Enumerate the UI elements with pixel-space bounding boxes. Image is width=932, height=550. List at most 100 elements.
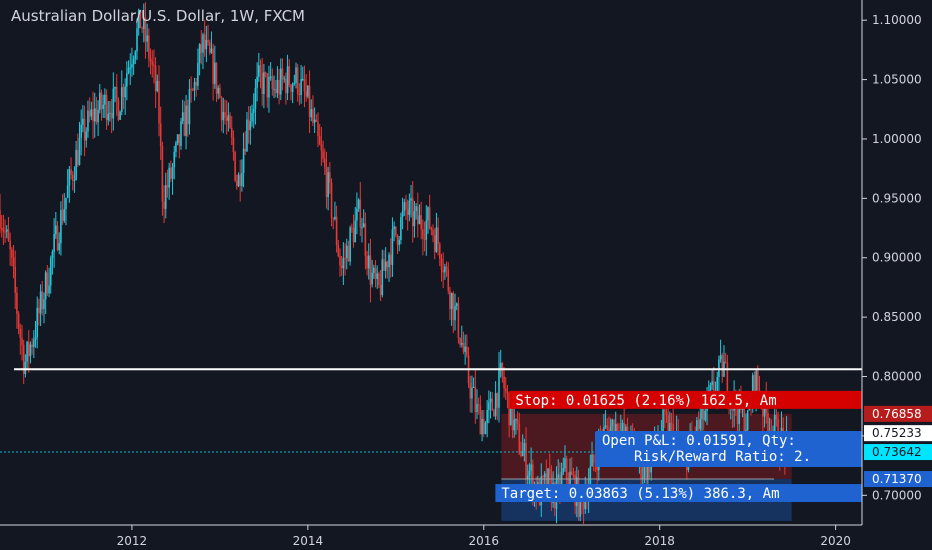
candle-body [9, 240, 11, 250]
candle-body [278, 79, 280, 95]
candle-body [488, 402, 490, 411]
candle-body [493, 410, 495, 417]
candle-body [303, 78, 306, 92]
candle-body [532, 464, 534, 497]
candle-body [29, 344, 32, 357]
candle-body [2, 228, 5, 232]
candle-body [53, 233, 55, 253]
candle-body [418, 215, 421, 225]
candle-body [398, 239, 400, 245]
candle-body [736, 409, 739, 425]
candle-body [129, 67, 132, 69]
candle-body [559, 474, 561, 491]
candle-body [713, 381, 715, 395]
candle-body [469, 383, 472, 399]
candle-body [623, 422, 625, 438]
candle-body [335, 216, 338, 246]
y-tick-label: 0.90000 [872, 251, 922, 265]
candle-body [0, 228, 3, 230]
candle-body [643, 463, 646, 478]
candle-body [241, 173, 243, 186]
candle-body [4, 231, 6, 233]
candle-body [499, 362, 502, 368]
candle-body [364, 223, 367, 256]
candle-body [312, 109, 314, 123]
candle-body [327, 172, 329, 198]
candle-body [114, 86, 116, 89]
candle-body [279, 68, 282, 95]
candle-body [503, 376, 505, 389]
candle-body [606, 425, 609, 430]
candle-body [389, 254, 392, 265]
candle-body [70, 169, 72, 175]
candle-body [205, 40, 208, 50]
candle-body [665, 411, 668, 416]
x-tick-label: 2018 [644, 534, 675, 548]
candle-body [662, 409, 664, 434]
candle-body [12, 257, 15, 267]
candle-body [239, 174, 241, 186]
candle-body [520, 453, 522, 456]
candle-body [246, 119, 248, 152]
candle-body [232, 137, 235, 152]
candle-body [351, 227, 353, 229]
candle-body [371, 272, 373, 285]
y-tick-label: 1.00000 [872, 132, 922, 146]
candle-body [697, 420, 700, 430]
candle-body [269, 76, 272, 78]
candle-body [342, 258, 345, 269]
candle-body [71, 174, 74, 181]
candle-body [219, 87, 221, 98]
candle-body [449, 290, 451, 310]
candle-body [373, 267, 375, 273]
candle-body [719, 355, 722, 360]
candle-body [132, 59, 135, 65]
candle-body [455, 303, 458, 306]
candle-body [430, 227, 433, 230]
candle-body [670, 423, 673, 425]
candle-body [224, 112, 226, 118]
candle-body [234, 151, 236, 181]
candle-body [137, 9, 140, 29]
candle-body [508, 393, 510, 426]
candle-body [56, 225, 59, 251]
price-badge [864, 444, 932, 461]
candle-body [198, 44, 201, 64]
candle-body [36, 307, 39, 338]
candle-body [367, 255, 370, 269]
candle-body [721, 355, 724, 377]
candle-body [92, 109, 94, 122]
candle-body [242, 148, 245, 174]
y-tick-label: 0.80000 [872, 370, 922, 384]
candle-body [181, 112, 184, 122]
candle-body [716, 377, 719, 394]
candle-body [115, 86, 118, 100]
candle-body [496, 393, 499, 408]
candle-body [142, 17, 145, 29]
candle-body [249, 121, 252, 131]
candle-body [510, 397, 512, 426]
candle-body [340, 265, 343, 269]
candle-body [560, 471, 563, 491]
candle-body [261, 72, 263, 95]
candle-body [435, 227, 438, 252]
candle-body [110, 112, 113, 119]
candle-body [310, 109, 313, 118]
x-tick-label: 2014 [293, 534, 324, 548]
candle-body [7, 229, 10, 241]
candle-body [295, 67, 297, 84]
candle-body [498, 367, 500, 408]
candle-body [176, 134, 179, 143]
candle-body [0, 210, 1, 229]
candle-body [711, 381, 713, 386]
candle-body [379, 284, 382, 296]
candle-body [210, 48, 213, 53]
candle-body [334, 216, 336, 220]
price-badge-label: 0.76858 [872, 407, 922, 421]
candle-body [366, 255, 368, 269]
candle-body [281, 68, 284, 80]
candle-body [376, 273, 379, 280]
candle-body [347, 245, 350, 262]
